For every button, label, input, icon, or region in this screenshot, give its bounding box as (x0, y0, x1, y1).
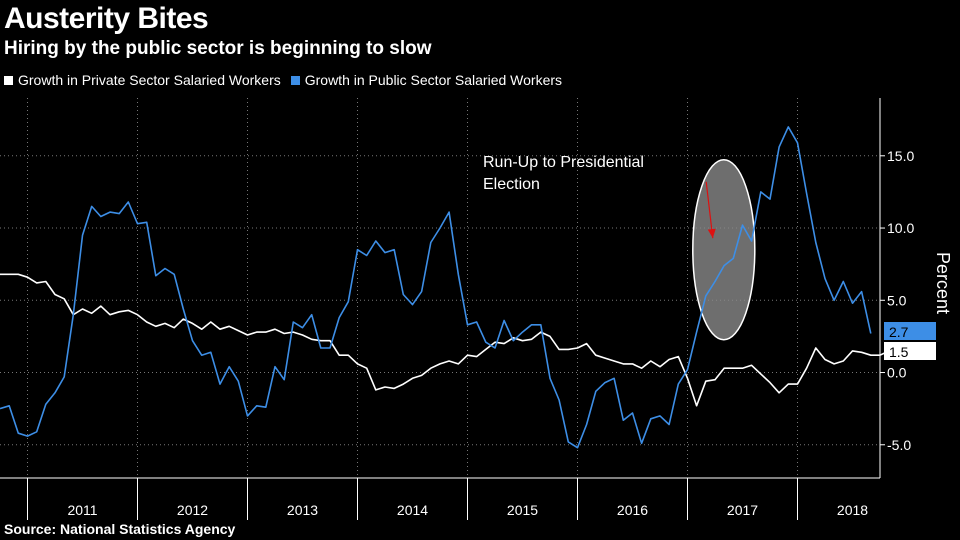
annotation-arrowhead (707, 228, 716, 239)
end-label-box-private (884, 342, 936, 360)
end-label-private: 1.5 (889, 344, 909, 360)
y-axis: -5.0 0.0 5.0 10.0 15.0 (879, 98, 914, 478)
annotation: Run-Up to Presidential Election (483, 154, 756, 341)
y-axis-label: Percent (933, 252, 953, 314)
x-tick-label: 2012 (177, 502, 208, 518)
source-note: Source: National Statistics Agency (4, 521, 236, 537)
annotation-text: Run-Up to Presidential Election (483, 154, 648, 193)
x-tick-label: 2014 (397, 502, 428, 518)
end-labels: 2.71.5 (884, 322, 936, 360)
legend-label-private: Growth in Private Sector Salaried Worker… (18, 72, 281, 88)
chart-title: Austerity Bites (4, 2, 209, 35)
y-tick-label: 5.0 (887, 292, 907, 308)
end-label-box-public (884, 322, 936, 340)
legend-label-public: Growth in Public Sector Salaried Workers (304, 72, 563, 88)
x-tick-label: 2016 (617, 502, 648, 518)
end-label-public: 2.7 (889, 324, 909, 340)
legend-item-private: Growth in Private Sector Salaried Worker… (4, 72, 281, 88)
y-tick-label: 10.0 (887, 220, 914, 236)
y-tick-label: 0.0 (887, 365, 907, 381)
x-tick-label: 2018 (837, 502, 868, 518)
x-tick-label: 2013 (287, 502, 318, 518)
x-tick-label: 2011 (67, 502, 97, 518)
legend: Growth in Private Sector Salaried Worker… (4, 72, 562, 88)
legend-item-public: Growth in Public Sector Salaried Workers (290, 72, 563, 88)
series-layer (0, 126, 890, 449)
x-tick-label: 2015 (507, 502, 538, 518)
y-tick-label: 15.0 (887, 148, 914, 164)
legend-swatch-public (290, 75, 300, 85)
annotation-line-1: Run-Up to Presidential (483, 154, 644, 171)
year-dividers (27, 98, 798, 478)
x-tick-label: 2017 (727, 502, 758, 518)
x-axis: 2011 2012 2013 2014 2015 2016 2017 2018 (0, 477, 880, 520)
series-line-public (0, 126, 872, 449)
annotation-line-2: Election (483, 176, 540, 193)
y-tick-label: -5.0 (887, 437, 911, 453)
legend-swatch-private (4, 75, 13, 85)
series-line-private (0, 273, 890, 407)
chart-subtitle: Hiring by the public sector is beginning… (4, 38, 432, 59)
annotation-arrow (705, 181, 714, 239)
